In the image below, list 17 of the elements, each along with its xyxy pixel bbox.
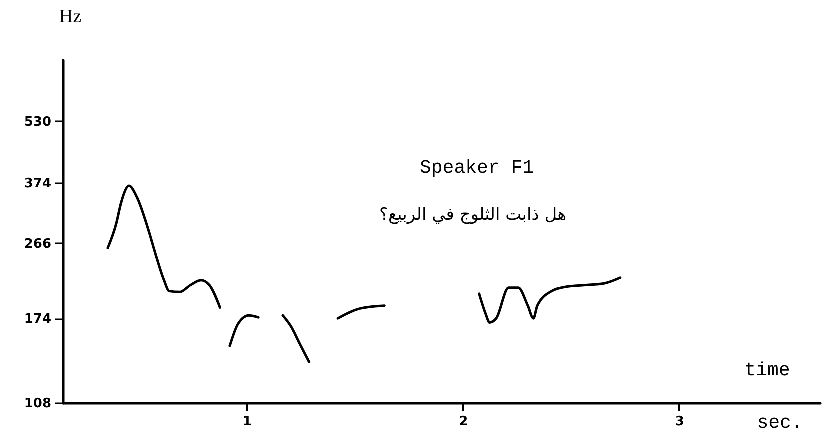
annotation: هل ذابت الثلوج في الربيع؟: [379, 205, 567, 225]
y-tick-label: 374: [24, 176, 52, 192]
x-tick-label: 1: [242, 414, 252, 430]
line-series: [106, 184, 222, 309]
y-tick-label: 530: [24, 114, 52, 130]
y-tick-label: 108: [24, 396, 52, 412]
line-series: [478, 276, 622, 324]
x-tick-label: 2: [459, 414, 468, 430]
y-tick-label: 266: [24, 236, 52, 252]
y-tick-label: 174: [24, 312, 52, 328]
line-series: [228, 314, 260, 348]
y-axis-title: Hz: [59, 6, 82, 28]
line-series: [282, 314, 311, 364]
annotation: Speaker F1: [420, 157, 534, 179]
x-tick-label: 3: [675, 414, 684, 430]
x-axis-title: time: [744, 360, 790, 382]
text: sec.: [757, 412, 803, 434]
